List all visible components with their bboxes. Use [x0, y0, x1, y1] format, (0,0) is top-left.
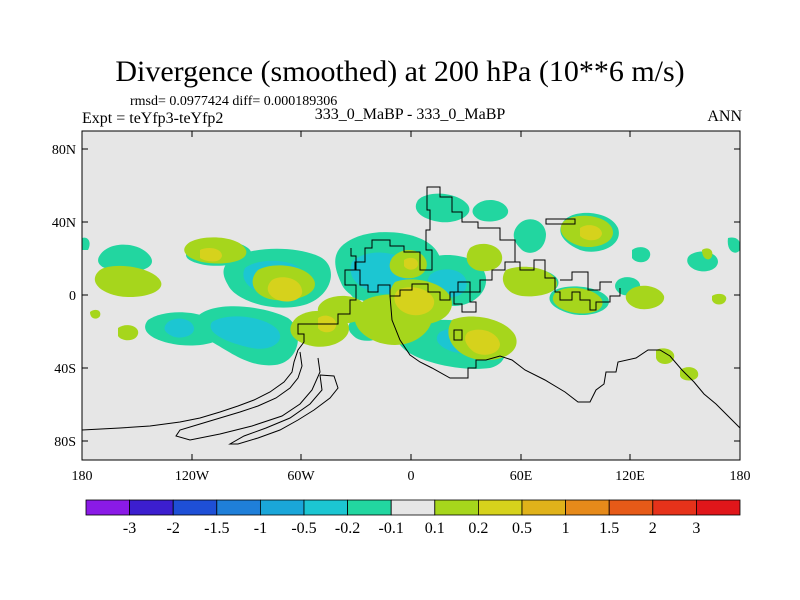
coastline-americas	[81, 248, 357, 431]
lat-label-40N: 40N	[52, 216, 76, 231]
coastline-antarctic-2	[228, 374, 339, 445]
colorbar-swatch	[434, 499, 479, 516]
colorbar-label: -1	[254, 520, 267, 537]
colorbar-label: 1.5	[599, 520, 619, 537]
colorbar-swatch	[303, 499, 348, 516]
colorbar-swatch	[696, 499, 741, 516]
colorbar-label: 1	[562, 520, 570, 537]
contours-positive-mid	[200, 225, 602, 355]
colorbar-swatch	[565, 499, 610, 516]
colorbar-label: 2	[649, 520, 657, 537]
lon-label-0: 0	[408, 469, 415, 484]
stats-text: rmsd= 0.0977424 diff= 0.000189306	[130, 94, 338, 109]
coastline-japan-box	[545, 218, 576, 225]
colorbar-swatch	[85, 499, 130, 516]
coastline-africa-eurasia	[354, 186, 516, 301]
lon-label-60E: 60E	[510, 469, 533, 484]
colorbar-swatch	[347, 499, 392, 516]
colorbar-label: 0.2	[468, 520, 488, 537]
coastline-arabia	[453, 291, 477, 313]
colorbar-label: -2	[167, 520, 180, 537]
continent-outlines	[81, 186, 741, 445]
latitude-axis	[82, 148, 740, 442]
lat-label-40S: 40S	[54, 362, 76, 377]
plot-title: Divergence (smoothed) at 200 hPa (10**6 …	[115, 55, 685, 88]
colorbar-label: -0.1	[379, 520, 404, 537]
lat-label-80S: 80S	[54, 435, 76, 450]
colorbar-label: 0.5	[512, 520, 532, 537]
colorbar-swatch	[172, 499, 218, 516]
coastline-madagascar	[453, 329, 463, 341]
colorbar: -3 -2 -1.5 -1 -0.5 -0.2 -0.1 0.1 0.2 0.5 1 1.5 2 3	[85, 499, 741, 537]
coastline-asia-east	[515, 259, 621, 311]
colorbar-label: 3	[692, 520, 700, 537]
colorbar-label: 0.1	[425, 520, 445, 537]
lat-label-0: 0	[69, 289, 76, 304]
lon-label-120E: 120E	[615, 469, 645, 484]
lat-label-80N: 80N	[52, 143, 76, 158]
coastline-africa-south	[389, 295, 741, 429]
colorbar-swatch	[216, 499, 261, 516]
colorbar-swatch	[390, 499, 436, 516]
colorbar-swatch	[477, 499, 523, 516]
colorbar-swatch	[652, 499, 697, 516]
longitude-axis	[191, 131, 631, 460]
lon-label-180E: 180	[730, 469, 751, 484]
divergence-field	[82, 193, 740, 381]
lon-label-120W: 120W	[175, 469, 210, 484]
experiment-label: Expt = teYfp3-teYfp2	[82, 110, 224, 127]
colorbar-label: -1.5	[204, 520, 229, 537]
case-label: 333_0_MaBP - 333_0_MaBP	[314, 106, 506, 123]
colorbar-swatch	[608, 499, 654, 516]
season-label: ANN	[707, 108, 742, 125]
lon-label-60W: 60W	[287, 469, 315, 484]
colorbar-label: -0.5	[291, 520, 316, 537]
colorbar-swatch	[521, 499, 566, 516]
colorbar-swatch	[129, 499, 174, 516]
colorbar-label: -0.2	[335, 520, 360, 537]
coastline-australia	[560, 271, 612, 291]
lon-label-180W: 180	[72, 469, 93, 484]
colorbar-label: -3	[123, 520, 136, 537]
coastline-antarctic-1	[175, 351, 321, 441]
colorbar-swatch	[259, 499, 305, 516]
contours-positive-weak	[90, 215, 727, 381]
